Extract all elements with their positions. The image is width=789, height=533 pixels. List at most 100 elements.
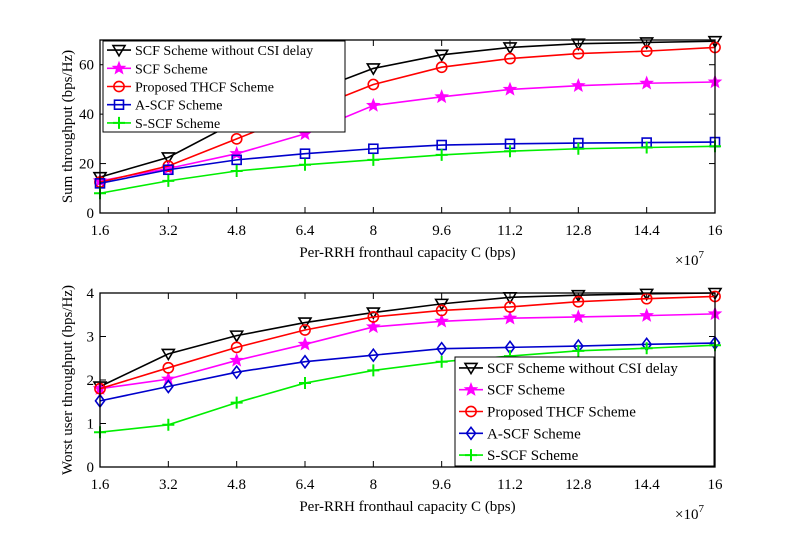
data-point <box>160 152 176 165</box>
data-point <box>435 304 448 317</box>
y-tick-label: 3 <box>87 330 95 346</box>
data-point <box>299 354 311 370</box>
x-tick-label: 4.8 <box>227 477 246 493</box>
x-tick-label: 3.2 <box>159 223 178 239</box>
x-tick-label: 9.6 <box>432 223 451 239</box>
data-point <box>231 154 242 166</box>
legend: SCF Scheme without CSI delay SCF Scheme Pr… <box>454 356 715 467</box>
data-point <box>435 148 448 161</box>
data-point <box>436 341 448 357</box>
data-point <box>571 78 586 92</box>
x-tick-label: 1.6 <box>91 223 110 239</box>
legend-entry: SCF Scheme <box>487 383 565 399</box>
data-point <box>367 78 380 91</box>
x-tick-label: 4.8 <box>227 223 246 239</box>
series-line <box>99 295 716 390</box>
data-point <box>502 310 518 325</box>
data-point <box>502 81 518 96</box>
series-line <box>99 344 716 433</box>
series-0 <box>92 35 723 185</box>
y-tick-label: 1 <box>87 417 95 433</box>
data-point <box>230 341 243 354</box>
y-tick-label: 20 <box>79 157 94 173</box>
x-tick-label: 12.8 <box>565 477 591 493</box>
legend-entry: A-SCF Scheme <box>135 99 223 114</box>
x-tick-label: 9.6 <box>432 477 451 493</box>
data-point <box>366 319 381 334</box>
series-line <box>99 145 716 195</box>
legend-entry: SCF Scheme without CSI delay <box>135 44 313 59</box>
legend-marker <box>465 405 477 418</box>
x-multiplier-exponent: 7 <box>698 503 704 515</box>
x-tick-label: 1.6 <box>91 477 110 493</box>
data-point <box>163 164 174 176</box>
legend: SCF Scheme without CSI delay SCF Scheme Pr… <box>102 40 346 133</box>
x-tick-label: 11.2 <box>497 477 523 493</box>
series-line <box>99 141 716 185</box>
data-point <box>367 153 380 166</box>
data-point <box>299 148 311 159</box>
data-point <box>368 143 379 155</box>
legend-entry: Proposed THCF Scheme <box>135 81 274 96</box>
data-point <box>162 174 175 187</box>
series-line <box>99 292 716 388</box>
data-point <box>160 348 176 362</box>
data-point <box>434 298 450 312</box>
data-point <box>571 309 586 324</box>
x-multiplier: ×107 <box>675 503 704 523</box>
legend-marker <box>465 449 477 462</box>
data-point <box>367 364 380 377</box>
x-tick-label: 8 <box>370 477 378 493</box>
data-point <box>434 313 449 328</box>
data-point <box>639 75 654 90</box>
data-point <box>365 63 381 76</box>
legend-entry: Proposed THCF Scheme <box>487 405 636 421</box>
x-axis-label: Per-RRH fronthaul capacity C (bps) <box>299 245 515 261</box>
data-point <box>299 324 311 336</box>
x-tick-label: 16 <box>708 223 724 239</box>
data-point <box>162 379 174 394</box>
data-point <box>572 344 585 357</box>
data-point <box>504 301 516 313</box>
data-point <box>162 361 175 374</box>
legend-marker <box>111 44 127 58</box>
legend-marker <box>463 382 479 396</box>
series-line <box>99 342 716 402</box>
data-point <box>640 45 653 58</box>
data-point <box>504 52 516 65</box>
data-point <box>229 330 245 343</box>
legend-entry: S-SCF Scheme <box>135 117 220 132</box>
data-point <box>299 377 311 390</box>
data-point <box>297 317 313 330</box>
x-tick-label: 3.2 <box>159 477 178 493</box>
x-multiplier-exponent: 7 <box>698 249 704 261</box>
data-point <box>570 38 586 51</box>
legend-marker <box>465 425 477 441</box>
data-point <box>639 37 655 50</box>
series-line <box>99 46 716 183</box>
x-tick-label: 6.4 <box>296 477 315 493</box>
data-point <box>572 47 585 60</box>
legend-marker <box>113 99 125 110</box>
legend-entry: A-SCF Scheme <box>487 426 581 442</box>
x-tick-label: 6.4 <box>296 223 315 239</box>
y-tick-label: 40 <box>79 107 94 123</box>
legend-marker <box>113 116 125 129</box>
x-axis-label: Per-RRH fronthaul capacity C (bps) <box>299 499 515 515</box>
x-tick-label: 14.4 <box>634 477 661 493</box>
data-point <box>639 307 654 322</box>
y-tick-label: 4 <box>87 286 95 302</box>
data-point <box>162 418 175 431</box>
y-axis-label: Sum throughput (bps/Hz) <box>60 50 76 203</box>
data-point <box>435 61 448 74</box>
x-multiplier: ×107 <box>675 249 704 269</box>
data-point <box>367 347 379 363</box>
data-point <box>570 289 586 303</box>
data-point <box>367 311 380 323</box>
series-line <box>99 313 716 390</box>
data-point <box>230 132 243 145</box>
data-point <box>572 295 585 308</box>
data-point <box>435 355 448 368</box>
x-multiplier-base: ×10 <box>675 507 698 523</box>
